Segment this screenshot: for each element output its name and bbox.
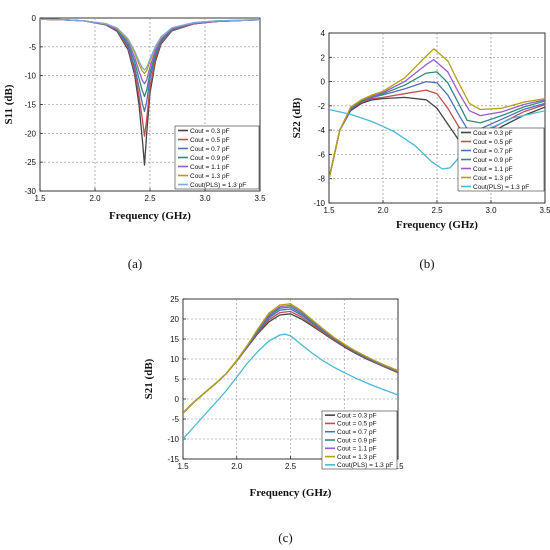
legend-label: Cout = 0.3 pF (190, 128, 230, 135)
subplot-label: (a) (128, 256, 142, 271)
y-tick-label: -15 (24, 101, 36, 110)
y-axis-label: S21 (dB) (143, 358, 155, 399)
x-tick-label: 2.5 (144, 194, 156, 203)
x-tick-label: 3.0 (199, 194, 211, 203)
x-tick-label: 2.0 (231, 462, 243, 471)
series-line-7 (183, 333, 398, 440)
series-line-6 (183, 303, 398, 414)
legend-label: Cout(PLS) = 1.3 pF (473, 184, 529, 191)
x-axis-label: Frequency (GHz) (109, 210, 191, 222)
x-tick-label: 1.5 (34, 194, 46, 203)
legend-label: Cout = 0.9 pF (473, 157, 513, 164)
y-tick-label: -15 (167, 455, 179, 464)
y-tick-label: -25 (24, 158, 36, 167)
legend-label: Cout = 1.3 pF (473, 175, 513, 182)
y-tick-label: -10 (313, 199, 325, 208)
x-tick-label: 2.0 (377, 206, 389, 215)
y-tick-label: -4 (318, 126, 326, 135)
x-tick-label: 2.0 (89, 194, 101, 203)
x-tick-label: 2.5 (285, 462, 297, 471)
x-axis-label: Frequency (GHz) (250, 487, 332, 499)
legend-label: Cout(PLS) = 1.3 pF (337, 462, 393, 469)
x-tick-label: 2.5 (431, 206, 443, 215)
legend-label: Cout = 0.7 pF (337, 429, 377, 436)
chart-panel-2: 1.5 2.0 2.5 3.0 3.5 4 2 0 -2 -4 -6 -8 -10 Cout = 0.3 … (291, 29, 550, 271)
y-tick-label: -2 (318, 102, 326, 111)
chart-panel-1: 1.5 2.0 2.5 3.0 3.5 0 -5 -10 -15 -20 -25 -30 Cout = … (3, 14, 266, 271)
x-tick-label: 1.5 (323, 206, 335, 215)
legend-label: Cout = 0.3 pF (473, 130, 513, 137)
y-tick-label: 20 (170, 315, 179, 324)
y-tick-label: -5 (29, 43, 37, 52)
y-tick-label: -10 (167, 435, 179, 444)
legend-label: Cout = 0.7 pF (190, 146, 230, 153)
series-line-6 (329, 48, 545, 179)
y-tick-label: -30 (24, 187, 36, 196)
x-tick-label: 3.5 (539, 206, 550, 215)
y-tick-label: 25 (170, 295, 179, 304)
y-tick-label: 5 (175, 375, 180, 384)
series-line-7 (40, 18, 260, 71)
legend-label: Cout = 0.7 pF (473, 148, 513, 155)
subplot-label: (c) (278, 530, 292, 545)
legend-label: Cout = 1.3 pF (337, 454, 377, 461)
y-axis-label: S11 (dB) (3, 84, 15, 124)
legend-label: Cout = 1.1 pF (190, 164, 230, 171)
y-tick-label: -6 (318, 150, 326, 159)
y-tick-label: 0 (321, 78, 326, 87)
legend-label: Cout(PLS) = 1.3 pF (190, 182, 246, 189)
y-tick-label: 2 (321, 53, 326, 62)
x-axis-label: Frequency (GHz) (396, 219, 478, 231)
x-tick-label: 3.5 (392, 462, 404, 471)
y-tick-label: -8 (318, 175, 326, 184)
legend-box (174, 125, 260, 190)
x-tick-label: 3.0 (485, 206, 497, 215)
legend-label: Cout = 1.1 pF (473, 166, 513, 173)
series-line-7 (329, 108, 545, 170)
x-tick-label: 3.5 (254, 194, 266, 203)
legend-label: Cout = 0.9 pF (190, 155, 230, 162)
y-tick-label: 4 (321, 29, 326, 38)
subplot-label: (b) (419, 256, 434, 271)
y-axis-label: S22 (dB) (291, 97, 303, 138)
x-tick-label: 1.5 (177, 462, 189, 471)
legend-label: Cout = 0.5 pF (473, 139, 513, 146)
legend-label: Cout = 0.3 pF (337, 412, 377, 419)
y-tick-label: 0 (32, 14, 37, 23)
y-tick-label: 0 (175, 395, 180, 404)
legend-label: Cout = 1.1 pF (337, 446, 377, 453)
y-tick-label: -20 (24, 129, 36, 138)
y-tick-label: 15 (170, 335, 179, 344)
legend-box (457, 127, 545, 192)
y-tick-label: -10 (24, 72, 36, 81)
legend-label: Cout = 0.5 pF (190, 137, 230, 144)
legend-label: Cout = 1.3 pF (190, 173, 230, 180)
legend-label: Cout = 0.9 pF (337, 437, 377, 444)
legend-label: Cout = 0.5 pF (337, 421, 377, 428)
y-tick-label: -5 (172, 415, 180, 424)
y-tick-label: 10 (170, 355, 179, 364)
